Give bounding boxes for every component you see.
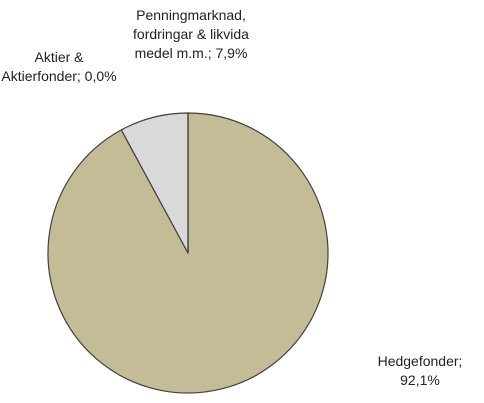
value-label: 7,9%: [215, 45, 248, 61]
data-label: Hedgefonder; 92,1%: [360, 352, 480, 390]
data-label: Aktier & Aktierfonder; 0,0%: [0, 48, 118, 86]
separator: ;: [76, 68, 81, 84]
separator: ;: [458, 353, 463, 369]
category-label: Hedgefonder: [377, 353, 459, 369]
value-label: 0,0%: [84, 68, 117, 84]
value-label: 92,1%: [400, 372, 440, 388]
category-label: Aktier & Aktierfonder: [1, 49, 84, 84]
data-label: Penningmarknad, fordringar & likvida med…: [128, 6, 254, 63]
category-label: Penningmarknad, fordringar & likvida med…: [133, 7, 249, 61]
separator: ;: [207, 45, 212, 61]
